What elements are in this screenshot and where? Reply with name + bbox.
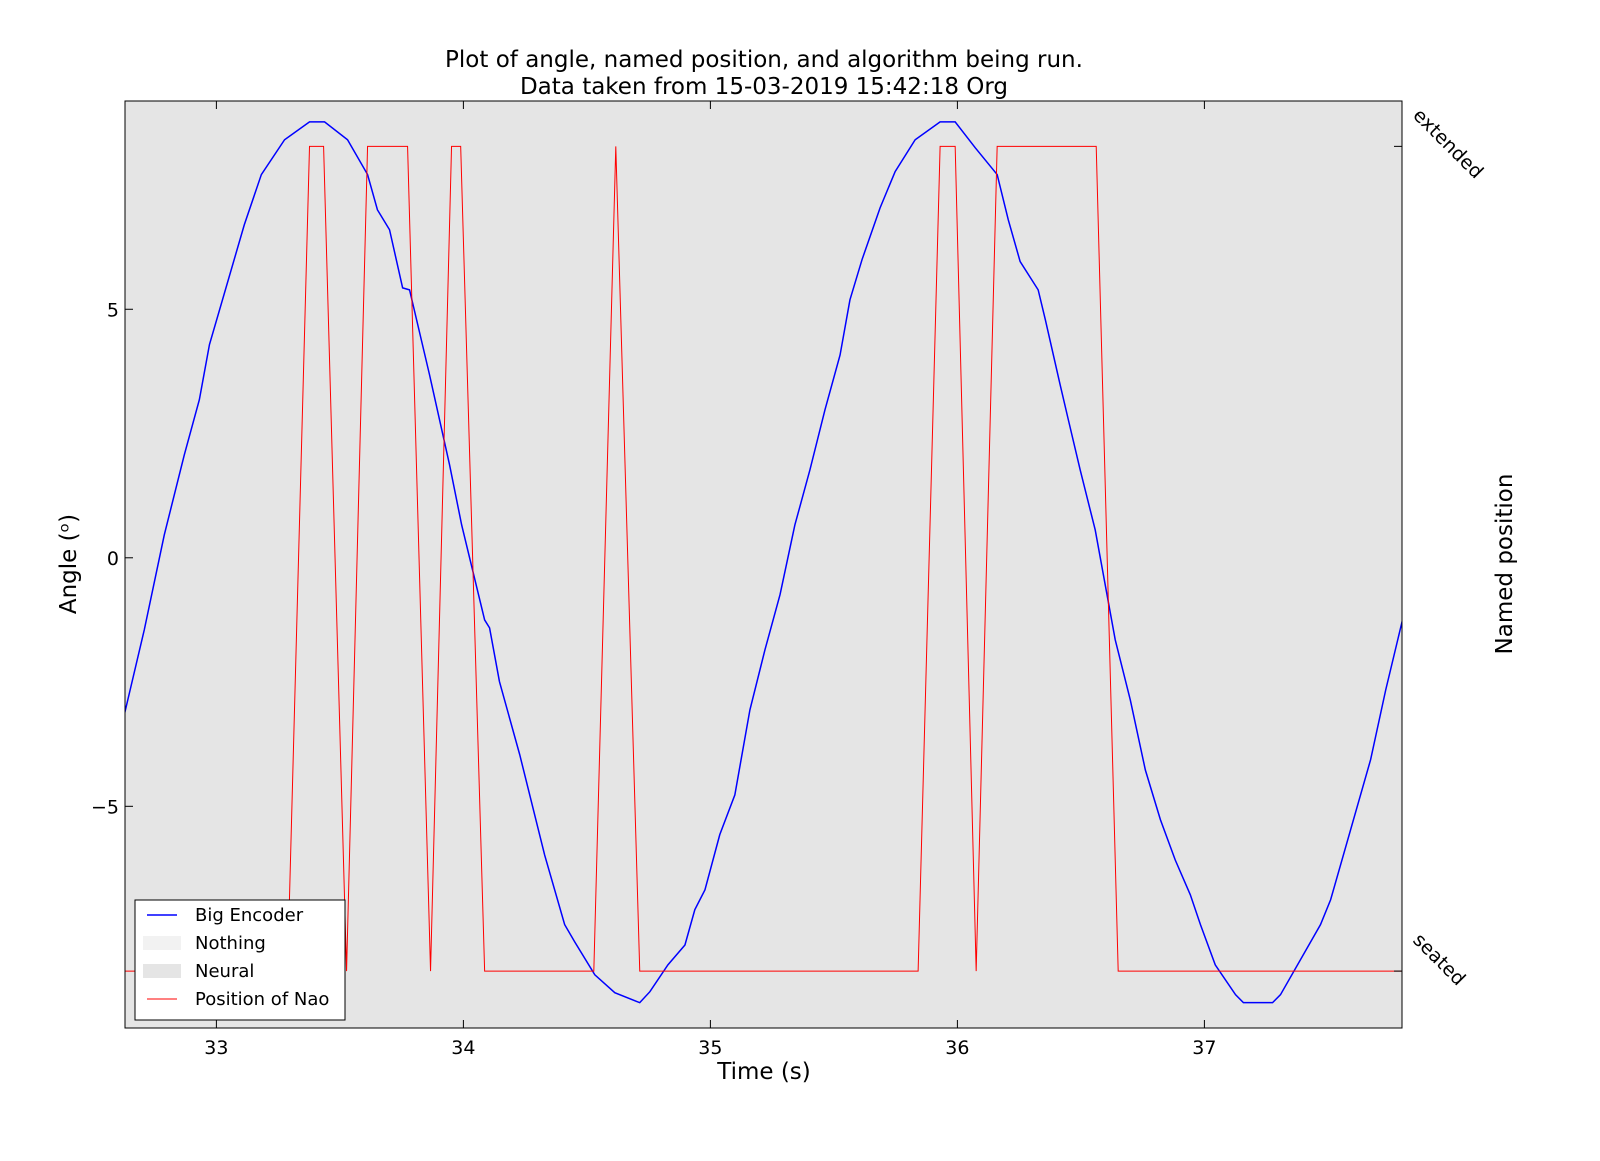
plot-layer (125, 101, 1402, 1028)
x-tick-label: 34 (451, 1037, 475, 1059)
y-axis-label: Angle (ᵒ) (56, 514, 82, 614)
plot-frame (124, 100, 1403, 1029)
x-axis-label: Time (s) (716, 1059, 811, 1085)
y2-axis-label: Named position (1492, 474, 1518, 655)
legend-label: Position of Nao (195, 989, 329, 1010)
legend-swatch (143, 936, 181, 950)
legend-swatch (143, 964, 181, 978)
chart-subtitle: Data taken from 15-03-2019 15:42:18 Org (520, 74, 1008, 100)
legend-label: Neural (195, 961, 254, 982)
y-tick-label: 5 (107, 299, 119, 321)
y-tick-label: −5 (91, 796, 119, 818)
data-line (125, 145, 1402, 972)
span-region (125, 101, 1402, 1028)
legend-box (134, 899, 346, 1021)
y2-tick-label: extended (1408, 104, 1487, 183)
x-tick-label: 33 (204, 1037, 228, 1059)
legend-label: Big Encoder (195, 905, 304, 926)
y2-tick-label: seated (1408, 929, 1469, 990)
data-line (125, 121, 1402, 1004)
x-tick-label: 37 (1192, 1037, 1216, 1059)
chart-title: Plot of angle, named position, and algor… (445, 47, 1083, 73)
x-tick-label: 35 (698, 1037, 722, 1059)
y-tick-label: 0 (107, 548, 119, 570)
legend-label: Nothing (195, 933, 266, 954)
x-tick-label: 36 (945, 1037, 969, 1059)
